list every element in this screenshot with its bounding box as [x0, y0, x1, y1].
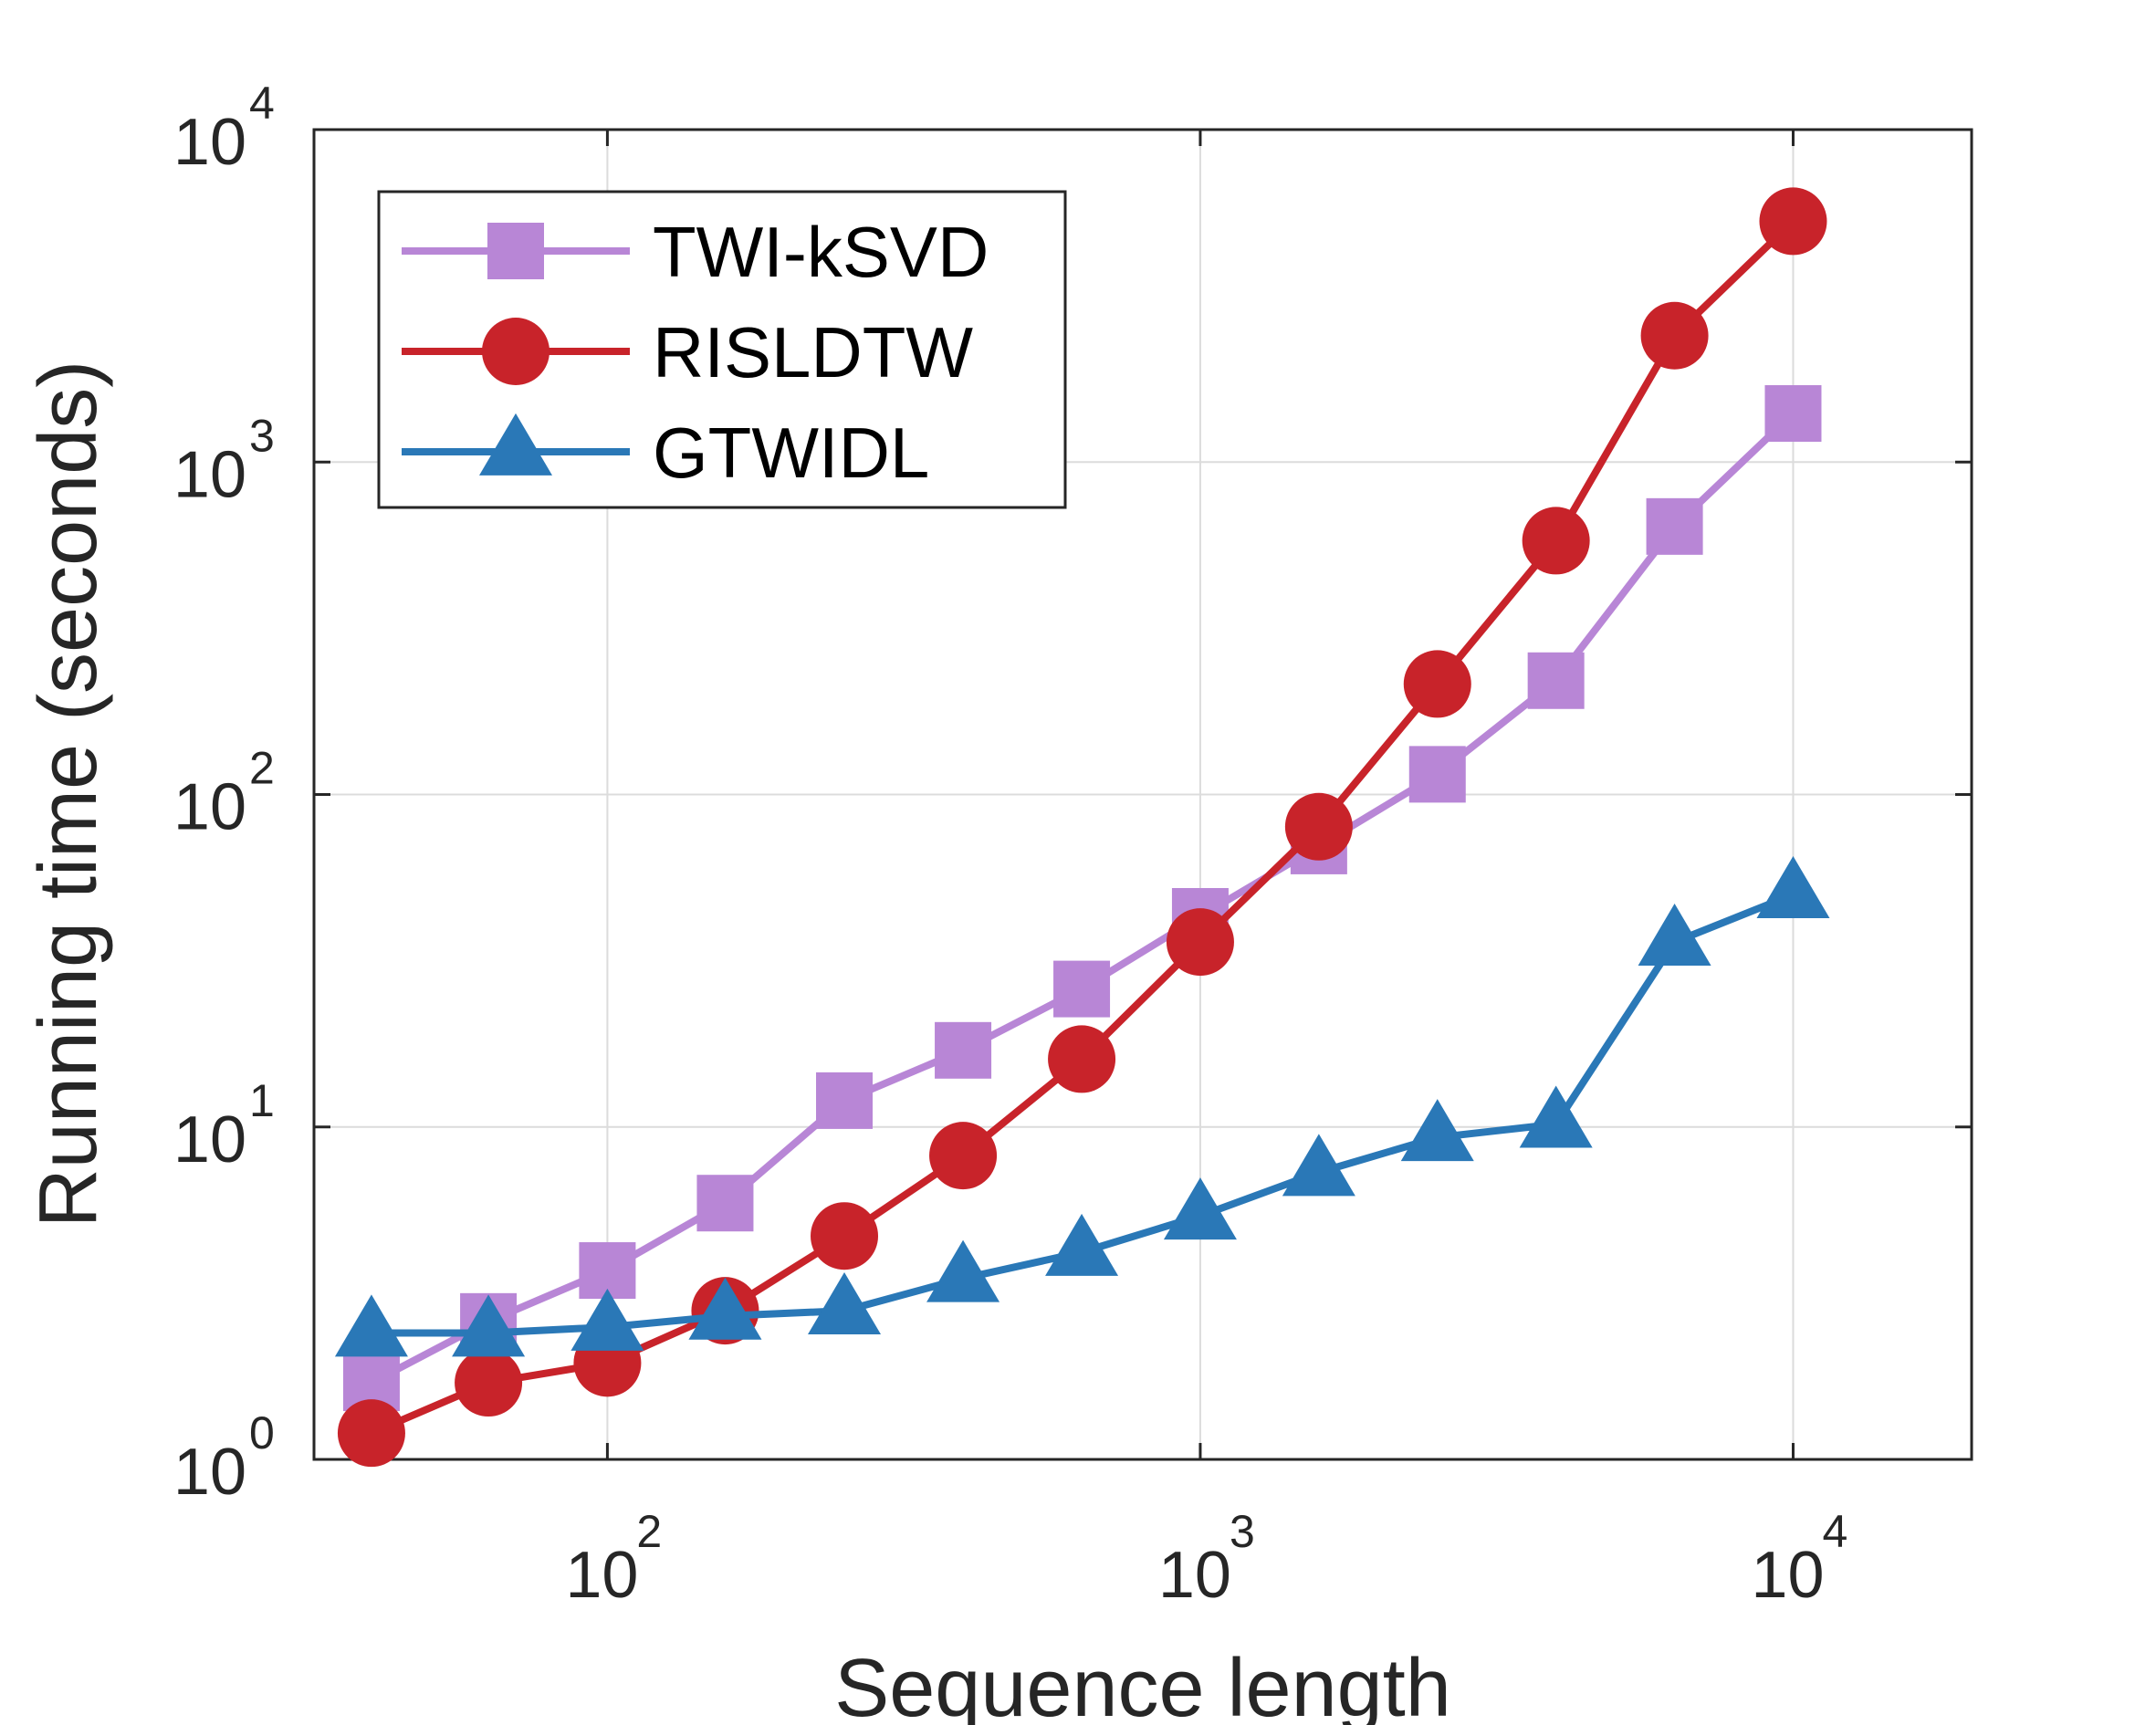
legend-item-gtwidl: GTWIDL: [402, 413, 929, 493]
data-point-risldtw: [811, 1202, 879, 1270]
data-point-twi-ksvd: [696, 1175, 754, 1232]
data-point-gtwidl: [926, 1239, 1000, 1302]
data-point-gtwidl: [1282, 1134, 1355, 1197]
legend-marker: [487, 223, 544, 279]
legend-marker: [482, 318, 549, 385]
data-point-twi-ksvd: [816, 1072, 874, 1129]
legend-item-risldtw: RISLDTW: [402, 312, 973, 392]
legend-marker: [479, 413, 552, 476]
x-tick-base: 10: [565, 1539, 638, 1612]
x-tick-exponent: 3: [1230, 1506, 1255, 1557]
data-point-twi-ksvd: [1646, 497, 1703, 555]
axis-ticks: [314, 128, 1972, 1461]
data-point-twi-ksvd: [1527, 652, 1585, 709]
data-point-twi-ksvd: [1408, 746, 1466, 803]
y-tick-base: 10: [173, 1103, 246, 1176]
data-point-risldtw: [1284, 792, 1353, 861]
y-tick-exponent: 3: [249, 410, 275, 461]
data-point-gtwidl: [1519, 1085, 1593, 1148]
x-tick-exponent: 4: [1822, 1506, 1847, 1557]
y-tick-label: 101: [173, 1075, 275, 1176]
x-tick-label: 104: [1751, 1506, 1847, 1612]
y-axis-label: Running time (seconds): [23, 361, 114, 1228]
y-tick-exponent: 1: [249, 1075, 275, 1126]
data-point-gtwidl: [452, 1294, 526, 1357]
y-tick-base: 10: [173, 106, 246, 179]
data-point-twi-ksvd: [1764, 385, 1822, 443]
y-tick-base: 10: [173, 438, 246, 511]
data-point-gtwidl: [688, 1277, 762, 1340]
data-point-gtwidl: [1163, 1177, 1237, 1240]
series: [334, 187, 1830, 1468]
y-tick-exponent: 4: [249, 78, 275, 129]
data-point-gtwidl: [1756, 855, 1830, 918]
y-tick-label: 103: [173, 410, 275, 511]
y-tick-label: 102: [173, 743, 275, 844]
x-tick-label: 102: [565, 1506, 662, 1612]
legend-label: TWI-kSVD: [653, 212, 989, 292]
data-point-gtwidl: [808, 1271, 882, 1334]
x-tick-base: 10: [1158, 1539, 1231, 1612]
data-point-gtwidl: [1045, 1213, 1119, 1276]
data-point-risldtw: [1759, 187, 1827, 256]
y-tick-base: 10: [173, 771, 246, 844]
x-tick-base: 10: [1751, 1539, 1824, 1612]
data-point-risldtw: [337, 1399, 405, 1468]
x-tick-label: 103: [1158, 1506, 1255, 1612]
data-point-risldtw: [1522, 507, 1590, 575]
data-point-risldtw: [1048, 1025, 1116, 1093]
x-tick-exponent: 2: [636, 1506, 662, 1557]
data-point-risldtw: [1166, 908, 1234, 977]
y-tick-label: 100: [173, 1407, 275, 1509]
y-tick-label: 104: [173, 78, 275, 179]
y-tick-exponent: 2: [249, 743, 275, 794]
data-point-gtwidl: [1400, 1099, 1474, 1162]
data-point-risldtw: [1403, 650, 1471, 718]
x-axis-label: Sequence length: [834, 1643, 1451, 1725]
y-tick-base: 10: [173, 1436, 246, 1509]
data-point-gtwidl: [570, 1288, 644, 1351]
legend-item-twi-ksvd: TWI-kSVD: [402, 212, 989, 292]
data-point-risldtw: [929, 1122, 998, 1190]
data-point-risldtw: [1640, 301, 1709, 370]
data-point-twi-ksvd: [935, 1021, 992, 1079]
y-tick-exponent: 0: [249, 1407, 275, 1458]
legend-label: GTWIDL: [653, 413, 929, 493]
legend: TWI-kSVD RISLDTW GTWIDL: [377, 190, 1067, 509]
legend-label: RISLDTW: [653, 312, 973, 392]
data-point-twi-ksvd: [1053, 960, 1111, 1018]
series-gtwidl: [334, 855, 1830, 1357]
data-point-gtwidl: [334, 1294, 408, 1357]
data-point-gtwidl: [1638, 903, 1711, 966]
data-point-risldtw: [455, 1349, 523, 1417]
